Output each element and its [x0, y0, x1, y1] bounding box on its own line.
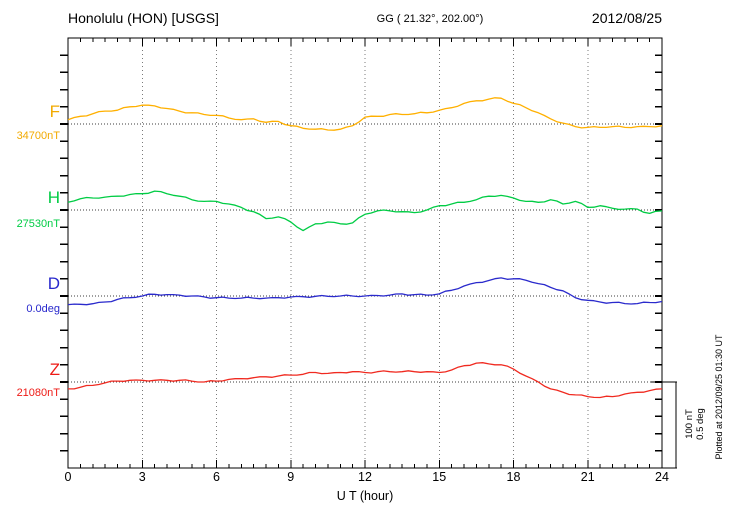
trace-F: [67, 97, 663, 131]
trace-baseline-F: 34700nT: [16, 130, 60, 142]
trace-letter-H: H: [47, 188, 60, 207]
plotted-at-note: Plotted at 2012/09/25 01:30 UT: [714, 334, 724, 460]
station-title: Honolulu (HON) [USGS]: [68, 10, 219, 26]
x-tick-label: 18: [506, 470, 521, 484]
scale-bar-label: 100 nT 0.5 deg: [684, 408, 706, 440]
x-tick-label: 24: [655, 470, 669, 484]
x-tick-label: 3: [138, 470, 146, 484]
x-tick-label: 9: [287, 470, 295, 484]
trace-baseline-H: 27530nT: [16, 218, 60, 230]
trace-D: [67, 277, 663, 306]
trace-letter-Z: Z: [49, 360, 60, 379]
plot-border: [67, 37, 663, 469]
x-tick-label: 21: [580, 470, 595, 484]
trace-baseline-D: 0.0deg: [26, 303, 60, 315]
x-tick-label: 6: [213, 470, 220, 484]
geographic-coords: GG ( 21.32°, 202.00°): [376, 13, 484, 25]
trace-Z: [68, 362, 663, 399]
scale-bar-label-nt: 100 nT: [684, 409, 695, 439]
trace-H: [67, 190, 663, 232]
trace-letter-F: F: [49, 102, 60, 121]
x-tick-label: 15: [432, 470, 447, 484]
x-tick-label: 12: [358, 470, 372, 484]
x-tick-label: 0: [64, 470, 72, 484]
scale-bar-label-deg: 0.5 deg: [695, 408, 706, 440]
trace-letter-D: D: [47, 274, 60, 293]
plot-date: 2012/08/25: [591, 10, 662, 26]
trace-baseline-Z: 21080nT: [16, 387, 60, 399]
x-axis-title: U T (hour): [336, 489, 394, 503]
